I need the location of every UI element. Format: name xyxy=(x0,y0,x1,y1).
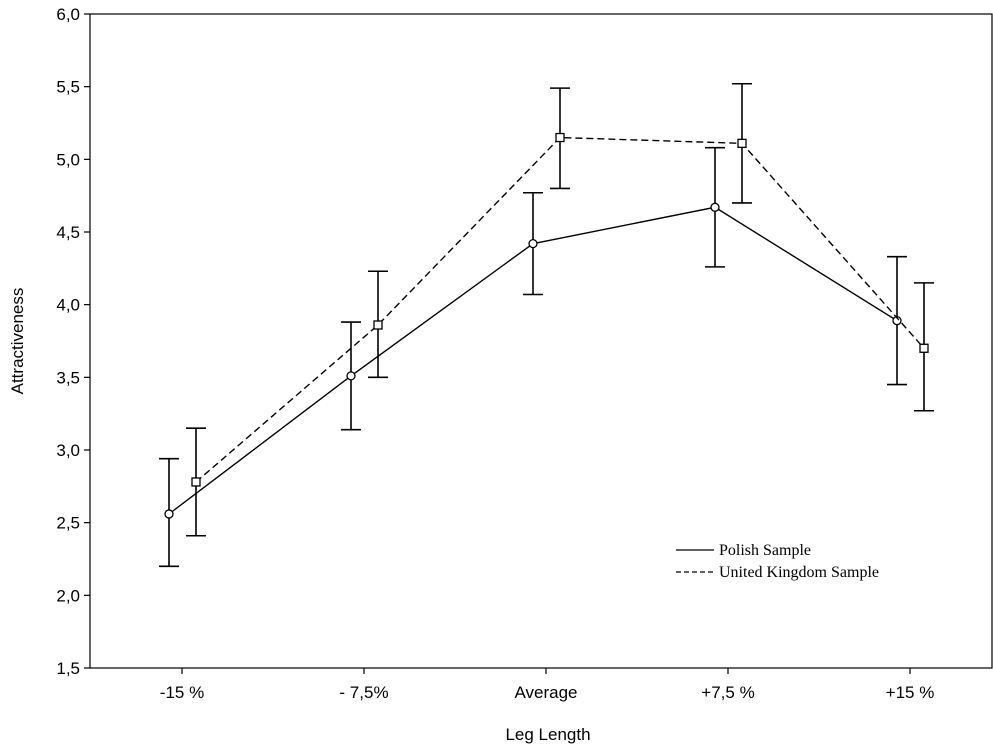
data-point xyxy=(555,132,565,143)
y-tick-label: 2,0 xyxy=(56,586,80,605)
legend-label-uk: United Kingdom Sample xyxy=(719,564,879,581)
x-axis-label: Leg Length xyxy=(505,725,590,744)
series-layer xyxy=(159,82,934,568)
data-point xyxy=(191,477,201,487)
y-axis: 1,5 2,0 2,5 3,0 3,5 4,0 4,5 5,0 5,5 6,0 xyxy=(56,5,90,678)
plot-frame xyxy=(89,13,993,669)
y-tick-label: 2,5 xyxy=(56,514,80,533)
y-tick-label: 6,0 xyxy=(56,5,80,24)
data-point xyxy=(710,202,720,212)
y-tick-label: 5,5 xyxy=(56,78,80,97)
x-tick-label: Average xyxy=(514,683,577,702)
legend: Polish Sample United Kingdom Sample xyxy=(676,542,879,581)
y-tick-label: 3,0 xyxy=(56,441,80,460)
x-tick-label: +7,5 % xyxy=(701,683,754,702)
x-tick-label: - 7,5% xyxy=(339,683,388,702)
data-point xyxy=(919,343,929,353)
y-tick-label: 5,0 xyxy=(56,150,80,169)
y-tick-label: 1,5 xyxy=(56,659,80,678)
x-tick-label: -15 % xyxy=(160,683,204,702)
x-axis: -15 % - 7,5% Average +7,5 % +15 % xyxy=(160,668,935,702)
y-axis-label: Attractiveness xyxy=(8,288,27,395)
y-tick-label: 3,5 xyxy=(56,368,80,387)
data-point xyxy=(737,138,747,148)
data-point xyxy=(892,316,902,326)
data-point xyxy=(164,509,174,519)
y-tick-label: 4,0 xyxy=(56,296,80,315)
data-point xyxy=(528,238,538,249)
data-point xyxy=(373,320,383,330)
legend-label-polish: Polish Sample xyxy=(719,542,811,559)
x-tick-label: +15 % xyxy=(886,683,935,702)
y-tick-label: 4,5 xyxy=(56,223,80,242)
data-point xyxy=(346,371,356,381)
